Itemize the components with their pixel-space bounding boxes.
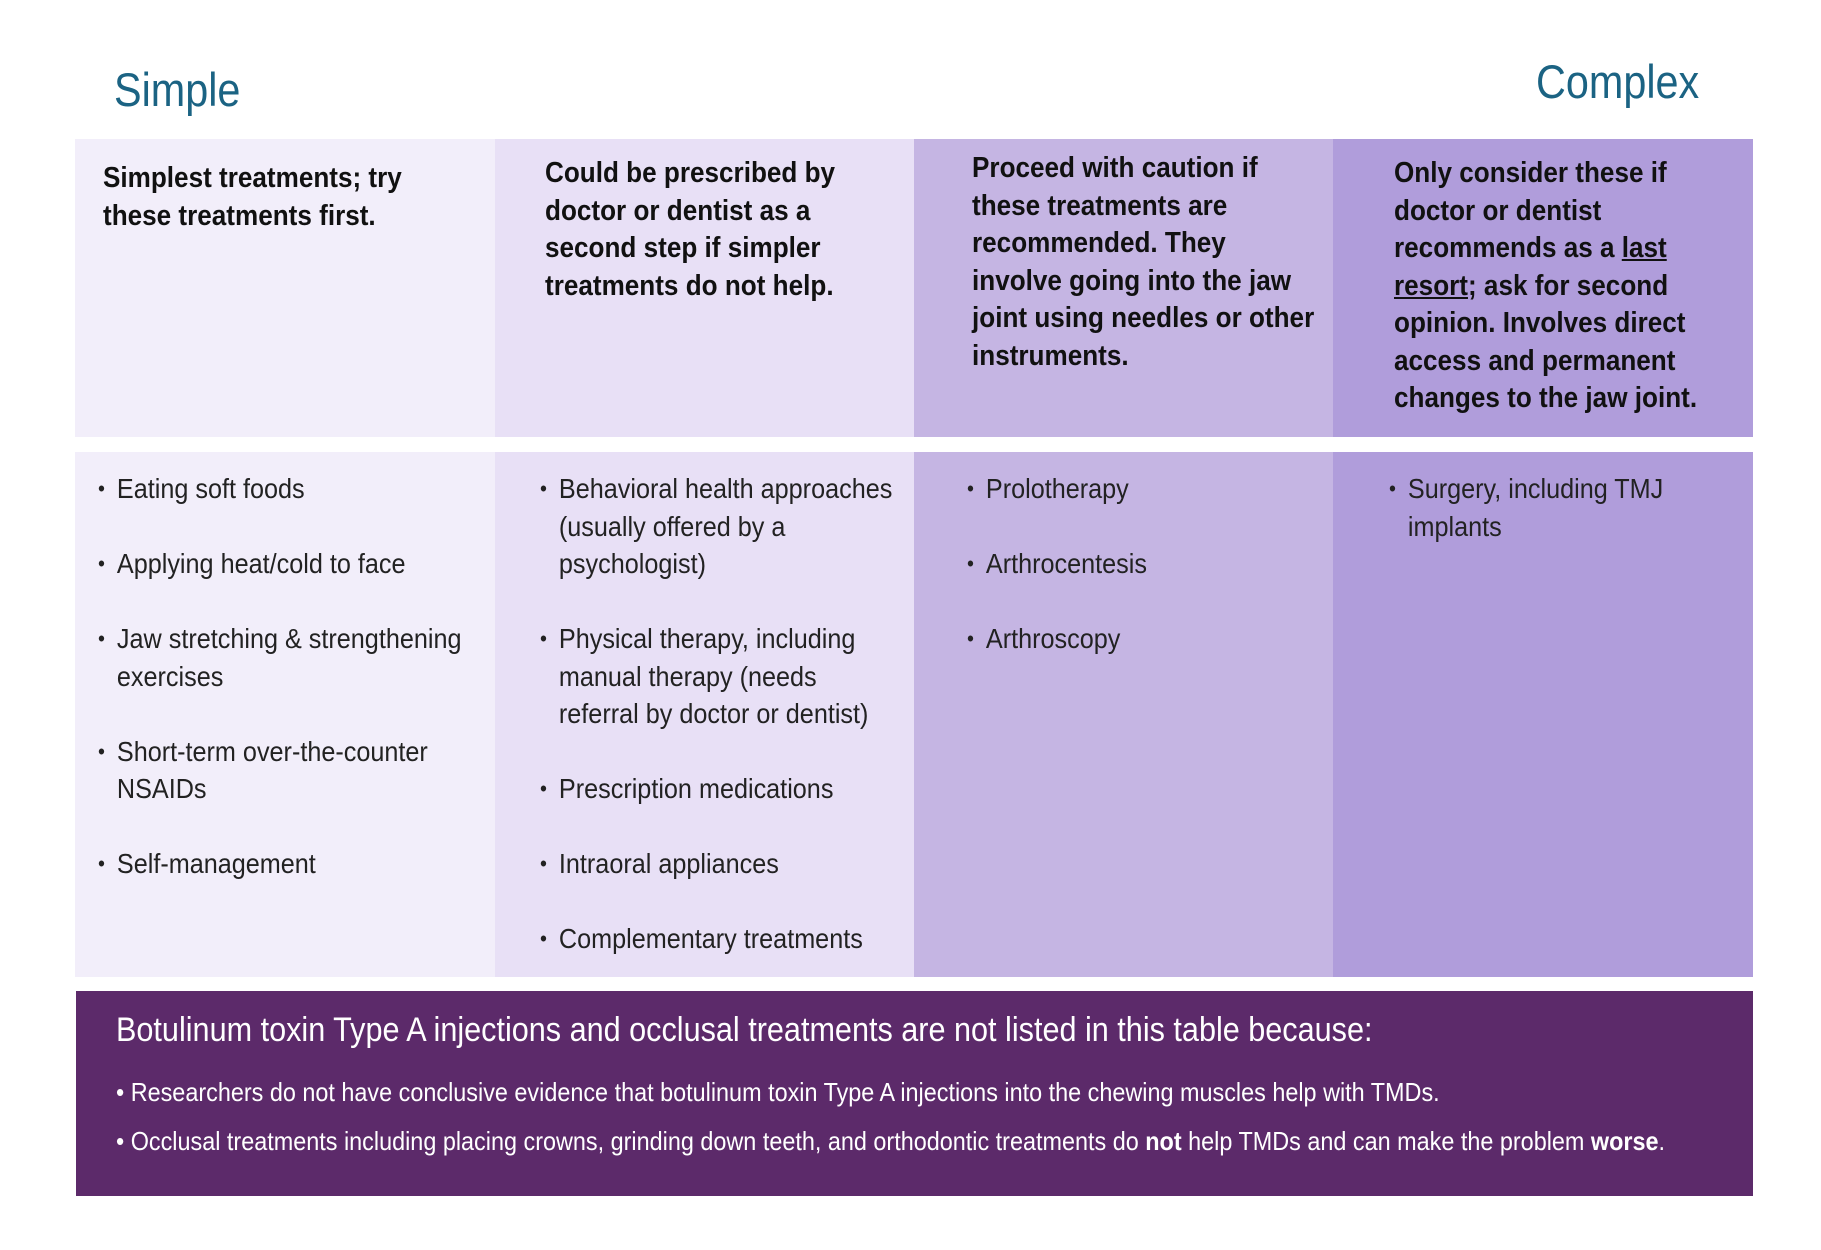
header-text: Only consider these if doctor or dentist… <box>1394 155 1735 418</box>
bullet-list: Behavioral health approaches (usually of… <box>540 470 899 995</box>
bullet-list: Prolotherapy Arthrocentesis Arthroscopy <box>967 470 1318 695</box>
text: help TMDs and can make the problem <box>1181 1126 1591 1156</box>
simple-label: Simple <box>114 63 241 116</box>
text: Only consider these if doctor or dentist… <box>1394 157 1667 264</box>
bullet-item: Applying heat/cold to face <box>98 545 480 583</box>
header-cell: Only consider these if doctor or dentist… <box>1333 139 1753 437</box>
note-title: Botulinum toxin Type A injections and oc… <box>116 1011 1373 1049</box>
bullet-item: Physical therapy, including manual thera… <box>540 620 899 733</box>
header-cell: Proceed with caution if these treatments… <box>914 139 1333 437</box>
note-bullet: • Researchers do not have conclusive evi… <box>116 1077 1440 1108</box>
bullet-item: Arthrocentesis <box>967 545 1318 583</box>
body-cell: Behavioral health approaches (usually of… <box>495 452 914 977</box>
emphasis: worse <box>1590 1126 1659 1156</box>
bullet-item: Behavioral health approaches (usually of… <box>540 470 899 583</box>
note-bullet: • Occlusal treatments including placing … <box>116 1126 1665 1157</box>
header-text: Could be prescribed by doctor or dentist… <box>545 155 896 305</box>
text: Simplest treatments; try these treatment… <box>103 162 402 232</box>
header-text: Proceed with caution if these treatments… <box>972 150 1315 375</box>
text: . <box>1658 1126 1666 1156</box>
emphasis: not <box>1145 1126 1182 1156</box>
header-cell: Simplest treatments; try these treatment… <box>75 139 495 437</box>
bullet-item: Prolotherapy <box>967 470 1318 508</box>
bullet-item: Prescription medications <box>540 770 899 808</box>
bullet-item: Intraoral appliances <box>540 845 899 883</box>
body-cell: Eating soft foods Applying heat/cold to f… <box>75 452 495 977</box>
bullet-item: Arthroscopy <box>967 620 1318 658</box>
bullet-item: Jaw stretching & strengthening exercises <box>98 620 480 695</box>
text: • Occlusal treatments including placing … <box>116 1126 1146 1156</box>
body-cell: Surgery, including TMJ implants <box>1333 452 1753 977</box>
text: ; ask for second opinion. Involves direc… <box>1394 269 1698 415</box>
text: • Researchers do not have conclusive evi… <box>116 1077 1440 1107</box>
text: Could be prescribed by doctor or dentist… <box>545 157 836 302</box>
complex-label: Complex <box>1536 55 1700 108</box>
note-box: Botulinum toxin Type A injections and oc… <box>76 991 1753 1196</box>
bullet-item: Short-term over-the-counter NSAIDs <box>98 733 480 808</box>
underlined-text: last resort <box>1394 232 1667 302</box>
bullet-item: Eating soft foods <box>98 470 480 508</box>
text: Proceed with caution if these treatments… <box>972 152 1315 372</box>
body-cell: Prolotherapy Arthrocentesis Arthroscopy <box>914 452 1333 977</box>
bullet-item: Surgery, including TMJ implants <box>1389 470 1738 545</box>
bullet-item: Self-management <box>98 845 480 883</box>
header-text: Simplest treatments; try these treatment… <box>103 160 477 235</box>
header-cell: Could be prescribed by doctor or dentist… <box>495 139 914 437</box>
bullet-list: Surgery, including TMJ implants <box>1389 470 1738 583</box>
bullet-list: Eating soft foods Applying heat/cold to f… <box>98 470 480 920</box>
bullet-item: Complementary treatments <box>540 920 899 958</box>
